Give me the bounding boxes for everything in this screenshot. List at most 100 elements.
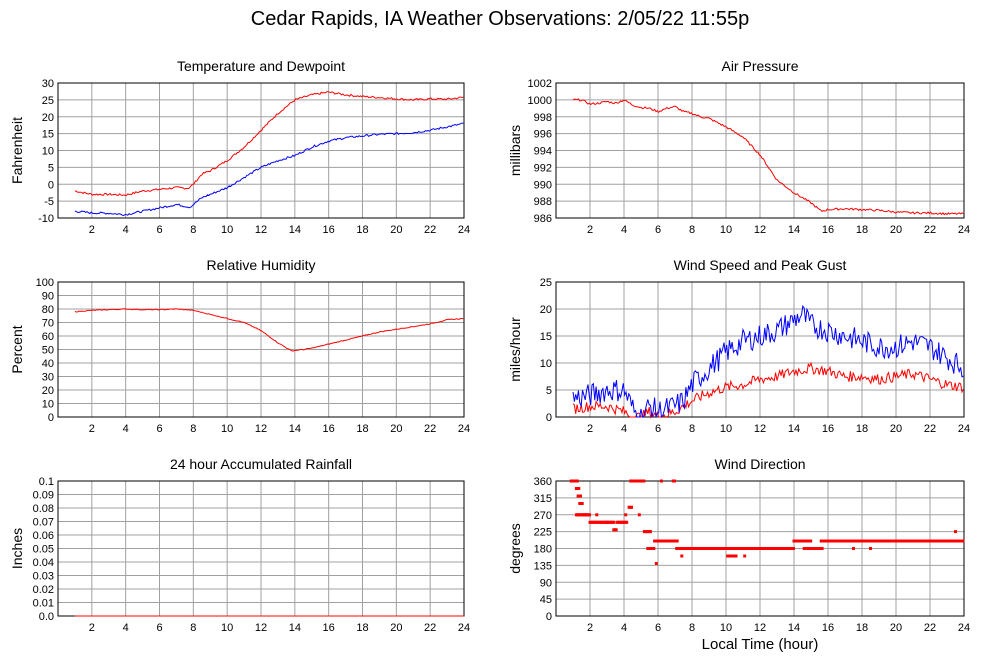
- winddir-xtick-label: 18: [856, 622, 868, 634]
- pressure-ytick-label: 990: [534, 179, 552, 191]
- pressure-xtick-label: 22: [924, 224, 936, 236]
- wind-direction-point: [869, 547, 872, 550]
- rain-xtick-label: 6: [156, 622, 162, 634]
- wind-direction-point: [614, 528, 618, 532]
- temp-xtick-label: 6: [156, 224, 162, 236]
- humidity-ytick-label: 0: [48, 412, 54, 424]
- wind-direction-point: [624, 513, 628, 517]
- winddir-xtick-label: 14: [788, 622, 800, 634]
- wind-direction-point: [648, 530, 652, 534]
- rain-xtick-label: 8: [190, 622, 196, 634]
- wind-xtick-label: 10: [720, 423, 732, 435]
- rain-xtick-label: 12: [255, 622, 267, 634]
- humidity-ytick-label: 20: [42, 385, 54, 397]
- temp-ytick-label: 20: [42, 112, 54, 124]
- wind-ytick-label: 0: [546, 412, 552, 424]
- rain-xtick-label: 2: [89, 622, 95, 634]
- winddir-ytick-label: 360: [534, 476, 552, 488]
- humidity-ytick-label: 10: [42, 399, 54, 411]
- humidity-xtick-label: 6: [156, 423, 162, 435]
- wind-xtick-label: 4: [621, 423, 627, 435]
- wind-direction-point: [637, 513, 641, 517]
- rain-ytick-label: 0.09: [33, 490, 54, 502]
- rain-ytick-label: 0.01: [33, 598, 54, 610]
- wind-title: Wind Speed and Peak Gust: [674, 257, 847, 273]
- rain-ytick-label: 0.02: [33, 584, 54, 596]
- wind-direction-point: [680, 554, 684, 558]
- temp-ytick-label: -10: [38, 213, 54, 225]
- winddir-ytick-label: 0: [546, 611, 552, 623]
- winddir-xtick-label: 6: [655, 622, 661, 634]
- wind-direction-point: [642, 479, 646, 483]
- wind-direction-point: [605, 520, 609, 524]
- wind-direction-point: [673, 479, 676, 483]
- wind-direction-point: [954, 530, 957, 534]
- winddir-xtick-label: 8: [689, 622, 695, 634]
- temp-series-1: [74, 122, 464, 217]
- rain-title: 24 hour Accumulated Rainfall: [170, 456, 352, 472]
- pressure-xtick-label: 2: [587, 224, 593, 236]
- pressure-ytick-label: 992: [534, 162, 552, 174]
- pressure-ytick-label: 996: [534, 129, 552, 141]
- wind-xtick-label: 2: [587, 423, 593, 435]
- temp-ylabel: Fahrenheit: [9, 117, 25, 184]
- pressure-xtick-label: 16: [822, 224, 834, 236]
- temp-xtick-label: 8: [190, 224, 196, 236]
- temp-ytick-label: 25: [42, 95, 54, 107]
- winddir-ylabel: degrees: [507, 523, 523, 574]
- winddir-xtick-label: 22: [924, 622, 936, 634]
- temp-series-0: [74, 91, 464, 197]
- humidity-series-0: [74, 308, 464, 352]
- wind-direction-point: [734, 554, 738, 558]
- wind-xtick-label: 24: [958, 423, 970, 435]
- humidity-plot-border: [57, 281, 465, 418]
- rain-ytick-label: 0.07: [33, 517, 54, 529]
- wind-direction-point: [852, 547, 855, 550]
- wind-direction-point: [705, 547, 709, 550]
- rain-ylabel: Inches: [9, 528, 25, 569]
- wind-ytick-label: 25: [540, 277, 552, 289]
- winddir-ytick-label: 45: [540, 594, 552, 606]
- wind-direction-point: [654, 562, 658, 565]
- wind-series-0: [572, 361, 964, 419]
- humidity-ylabel: Percent: [9, 325, 25, 373]
- wind-plot-border: [555, 281, 965, 418]
- temp-xtick-label: 10: [221, 224, 233, 236]
- wind-ytick-label: 10: [540, 358, 552, 370]
- pressure-xtick-label: 10: [720, 224, 732, 236]
- pressure-xtick-label: 20: [890, 224, 902, 236]
- wind-direction-point: [743, 554, 747, 558]
- wind-xtick-label: 8: [689, 423, 695, 435]
- humidity-ytick-label: 30: [42, 372, 54, 384]
- humidity-xtick-label: 8: [190, 423, 196, 435]
- winddir-ytick-label: 270: [534, 510, 552, 522]
- rain-ytick-label: 0.03: [33, 571, 54, 583]
- humidity-ytick-label: 90: [42, 291, 54, 303]
- wind-direction-point: [588, 513, 591, 517]
- wind-xtick-label: 6: [655, 423, 661, 435]
- pressure-series-0: [572, 98, 964, 216]
- humidity-ytick-label: 50: [42, 345, 54, 357]
- wind-direction-point: [577, 487, 581, 490]
- humidity-ytick-label: 100: [36, 277, 54, 289]
- rain-ytick-label: 0.04: [33, 557, 54, 569]
- wind-ylabel: miles/hour: [507, 317, 523, 382]
- winddir-plot-border: [555, 480, 965, 617]
- pressure-xtick-label: 18: [856, 224, 868, 236]
- wind-direction-point: [675, 539, 679, 543]
- wind-direction-point: [583, 513, 587, 517]
- wind-direction-point: [792, 547, 795, 550]
- rain-xtick-label: 24: [458, 622, 470, 634]
- temp-xtick-label: 24: [458, 224, 470, 236]
- humidity-ytick-label: 40: [42, 358, 54, 370]
- pressure-ytick-label: 994: [534, 146, 552, 158]
- wind-xtick-label: 14: [788, 423, 800, 435]
- wind-direction-point: [809, 539, 813, 543]
- humidity-xtick-label: 16: [323, 423, 335, 435]
- wind-direction-point: [595, 513, 599, 517]
- wind-direction-point: [580, 502, 584, 505]
- temp-ytick-label: -5: [44, 196, 54, 208]
- rain-xtick-label: 18: [356, 622, 368, 634]
- temp-xtick-label: 14: [289, 224, 301, 236]
- wind-direction-point: [659, 479, 663, 483]
